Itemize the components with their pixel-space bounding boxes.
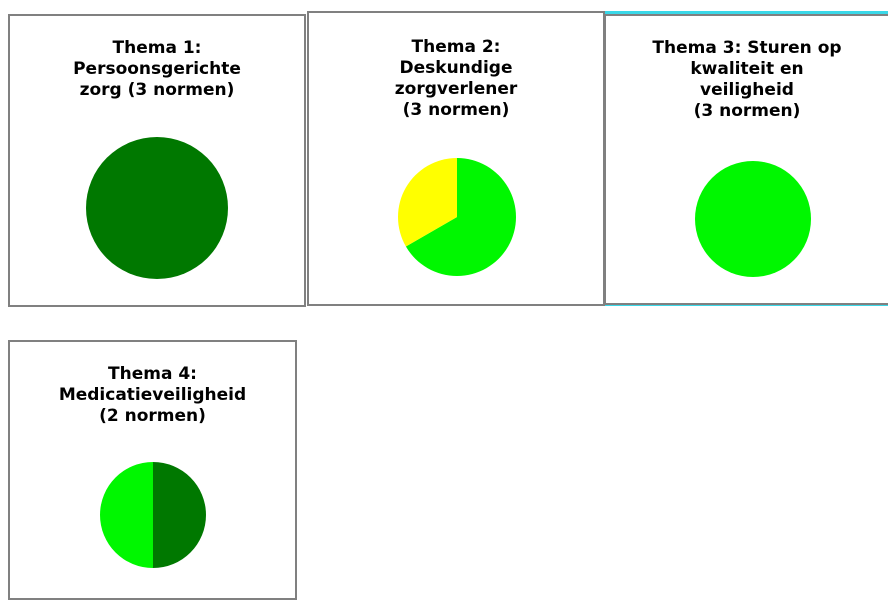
theme-1-pie	[86, 137, 228, 279]
theme-1-card: Thema 1: Persoonsgerichte zorg (3 normen…	[8, 14, 306, 307]
pie-slice-1	[86, 137, 228, 279]
pie-slice-2	[398, 158, 457, 247]
theme-2-title: Thema 2: Deskundige zorgverlener (3 norm…	[394, 37, 518, 120]
theme-2-card: Thema 2: Deskundige zorgverlener (3 norm…	[307, 11, 605, 306]
theme-4-pie	[100, 462, 206, 568]
theme-3-title: Thema 3: Sturen op kwaliteit en veilighe…	[652, 38, 842, 121]
theme-2-pie	[398, 158, 516, 276]
theme-1-title: Thema 1: Persoonsgerichte zorg (3 normen…	[73, 38, 241, 100]
pie-slice-2	[100, 462, 153, 568]
pie-slice-1	[695, 161, 811, 277]
theme-4-title: Thema 4: Medicatieveiligheid (2 normen)	[58, 364, 247, 426]
theme-4-card: Thema 4: Medicatieveiligheid (2 normen)	[8, 340, 297, 600]
pie-slice-1	[153, 462, 206, 568]
pie-slice-1	[405, 158, 516, 276]
theme-3-card: Thema 3: Sturen op kwaliteit en veilighe…	[604, 14, 888, 305]
theme-3-pie	[695, 161, 811, 277]
